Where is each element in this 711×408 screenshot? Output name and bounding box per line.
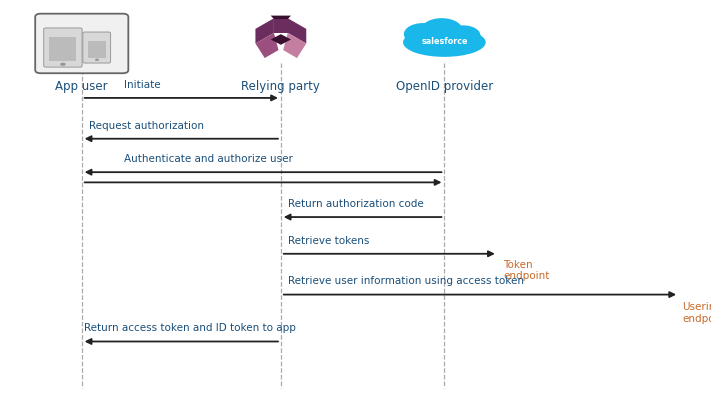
Text: OpenID provider: OpenID provider (396, 80, 493, 93)
FancyBboxPatch shape (44, 28, 82, 67)
FancyBboxPatch shape (36, 13, 128, 73)
Polygon shape (271, 16, 291, 19)
Ellipse shape (421, 18, 462, 42)
FancyBboxPatch shape (82, 32, 111, 63)
Polygon shape (271, 34, 291, 45)
Circle shape (60, 62, 65, 66)
Text: Initiate: Initiate (124, 80, 161, 90)
Bar (88, 40, 105, 58)
Text: App user: App user (55, 80, 108, 93)
Polygon shape (283, 33, 306, 58)
Text: Authenticate and authorize user: Authenticate and authorize user (124, 154, 294, 164)
Text: Relying party: Relying party (242, 80, 320, 93)
Polygon shape (288, 18, 306, 44)
Text: Return access token and ID token to app: Return access token and ID token to app (84, 323, 296, 333)
Text: Retrieve user information using access token: Retrieve user information using access t… (288, 276, 524, 286)
Text: Token
endpoint: Token endpoint (503, 260, 550, 282)
Ellipse shape (446, 25, 481, 45)
Ellipse shape (404, 23, 442, 45)
Circle shape (95, 58, 100, 61)
Text: Userinfo
endpoint: Userinfo endpoint (683, 302, 711, 324)
Polygon shape (255, 18, 274, 44)
Text: salesforce: salesforce (421, 37, 468, 46)
Bar (50, 37, 77, 61)
Text: Retrieve tokens: Retrieve tokens (288, 235, 369, 246)
Text: Return authorization code: Return authorization code (288, 199, 424, 209)
Ellipse shape (403, 28, 486, 57)
Text: Request authorization: Request authorization (89, 120, 204, 131)
Polygon shape (274, 18, 288, 33)
Polygon shape (255, 33, 279, 58)
